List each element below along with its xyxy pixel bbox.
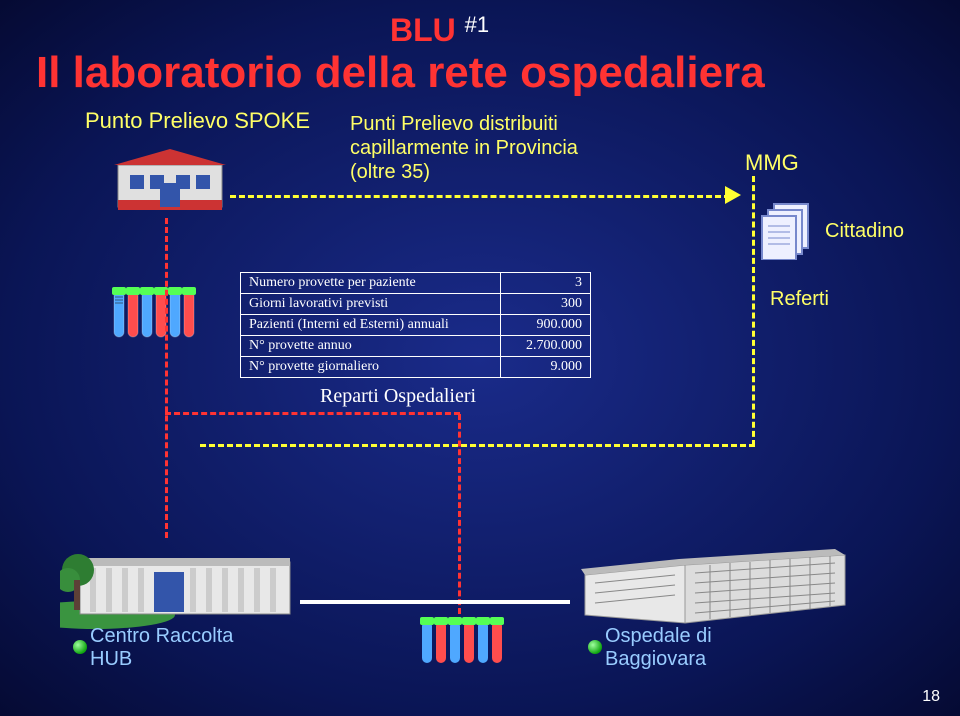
cell-label: Giorni lavorativi previsti	[241, 294, 501, 315]
test-tubes-bottom-icon	[420, 615, 510, 670]
distrib-line-1: Punti Prelievo distribuiti	[350, 112, 578, 136]
connector-table-tubes	[458, 414, 461, 614]
cell-value: 9.000	[501, 357, 591, 378]
test-tubes-left-icon	[112, 285, 202, 345]
bullet-icon	[73, 640, 87, 654]
distrib-line-2: capillarmente in Provincia	[350, 136, 578, 160]
spoke-building-icon	[110, 145, 230, 215]
connector-table-left	[165, 412, 460, 415]
slide-tag: BLU #1	[390, 12, 489, 49]
connector-mmg-down	[752, 176, 755, 446]
document-stack-icon	[760, 200, 815, 260]
bullet-icon	[588, 640, 602, 654]
cell-label: N° provette giornaliero	[241, 357, 501, 378]
referti-label: Referti	[770, 288, 829, 311]
tag-blu: BLU	[390, 12, 456, 48]
tag-num: #1	[465, 12, 489, 37]
distrib-line-3: (oltre 35)	[350, 160, 578, 184]
arrow-head-icon	[725, 186, 745, 206]
slide-number: 18	[922, 688, 940, 706]
table-row: N° provette annuo2.700.000	[241, 336, 591, 357]
hub-line-2: HUB	[90, 648, 233, 671]
table-row: Numero provette per paziente3	[241, 273, 591, 294]
reparti-label: Reparti Ospedalieri	[320, 385, 476, 408]
connector-table-right	[200, 444, 755, 447]
cell-label: Numero provette per paziente	[241, 273, 501, 294]
connector-spoke-mmg	[230, 195, 730, 198]
cell-label: N° provette annuo	[241, 336, 501, 357]
table-row: Pazienti (Interni ed Esterni) annuali900…	[241, 315, 591, 336]
hub-label: Centro Raccolta HUB	[90, 625, 233, 671]
hub-line-1: Centro Raccolta	[90, 625, 233, 648]
spoke-label: Punto Prelievo SPOKE	[85, 108, 310, 134]
table-row: Giorni lavorativi previsti300	[241, 294, 591, 315]
cittadino-label: Cittadino	[825, 220, 904, 243]
hub-building-icon	[60, 520, 310, 630]
stats-table: Numero provette per paziente3 Giorni lav…	[240, 272, 591, 378]
distrib-label: Punti Prelievo distribuiti capillarmente…	[350, 112, 578, 184]
connector-hub-ospedale	[300, 600, 570, 604]
cell-value: 900.000	[501, 315, 591, 336]
cell-value: 2.700.000	[501, 336, 591, 357]
cell-value: 300	[501, 294, 591, 315]
ospedale-building-icon	[575, 535, 855, 635]
mmg-label: MMG	[745, 150, 799, 176]
ospedale-line-1: Ospedale di	[605, 625, 712, 648]
table-row: N° provette giornaliero9.000	[241, 357, 591, 378]
ospedale-label: Ospedale di Baggiovara	[605, 625, 712, 671]
cell-value: 3	[501, 273, 591, 294]
connector-spoke-hub	[165, 218, 168, 538]
page-title: Il laboratorio della rete ospedaliera	[36, 48, 765, 98]
ospedale-line-2: Baggiovara	[605, 648, 712, 671]
cell-label: Pazienti (Interni ed Esterni) annuali	[241, 315, 501, 336]
